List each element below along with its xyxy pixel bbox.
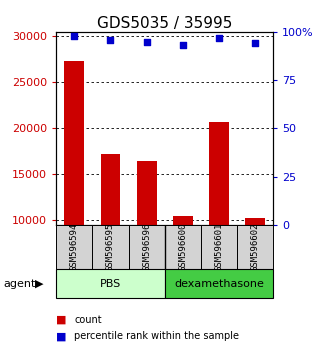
Point <box>108 37 113 42</box>
Bar <box>56 269 165 298</box>
Text: GSM596596: GSM596596 <box>142 223 151 271</box>
Bar <box>245 218 265 312</box>
Text: ■: ■ <box>56 331 67 341</box>
Text: count: count <box>74 315 102 325</box>
Point <box>180 42 185 48</box>
Text: ▶: ▶ <box>35 279 43 289</box>
Text: GSM596595: GSM596595 <box>106 223 115 271</box>
Text: dexamethasone: dexamethasone <box>174 279 264 289</box>
Bar <box>128 225 165 269</box>
Point <box>144 39 149 44</box>
Bar <box>56 225 92 269</box>
Bar <box>165 269 273 298</box>
Text: GSM596602: GSM596602 <box>251 223 260 271</box>
Bar <box>165 225 201 269</box>
Point <box>216 35 221 40</box>
Bar <box>101 154 120 312</box>
Point <box>252 41 258 46</box>
Bar <box>237 225 273 269</box>
Text: GSM596600: GSM596600 <box>178 223 187 271</box>
Bar <box>209 122 229 312</box>
Title: GDS5035 / 35995: GDS5035 / 35995 <box>97 16 232 31</box>
Point <box>72 33 77 39</box>
Text: PBS: PBS <box>100 279 121 289</box>
Bar <box>201 225 237 269</box>
Bar <box>65 61 84 312</box>
Text: GSM596594: GSM596594 <box>70 223 79 271</box>
Bar <box>173 216 193 312</box>
Text: ■: ■ <box>56 315 67 325</box>
Text: percentile rank within the sample: percentile rank within the sample <box>74 331 239 341</box>
Bar <box>137 161 157 312</box>
Bar <box>92 225 128 269</box>
Text: agent: agent <box>3 279 36 289</box>
Text: GSM596601: GSM596601 <box>214 223 223 271</box>
